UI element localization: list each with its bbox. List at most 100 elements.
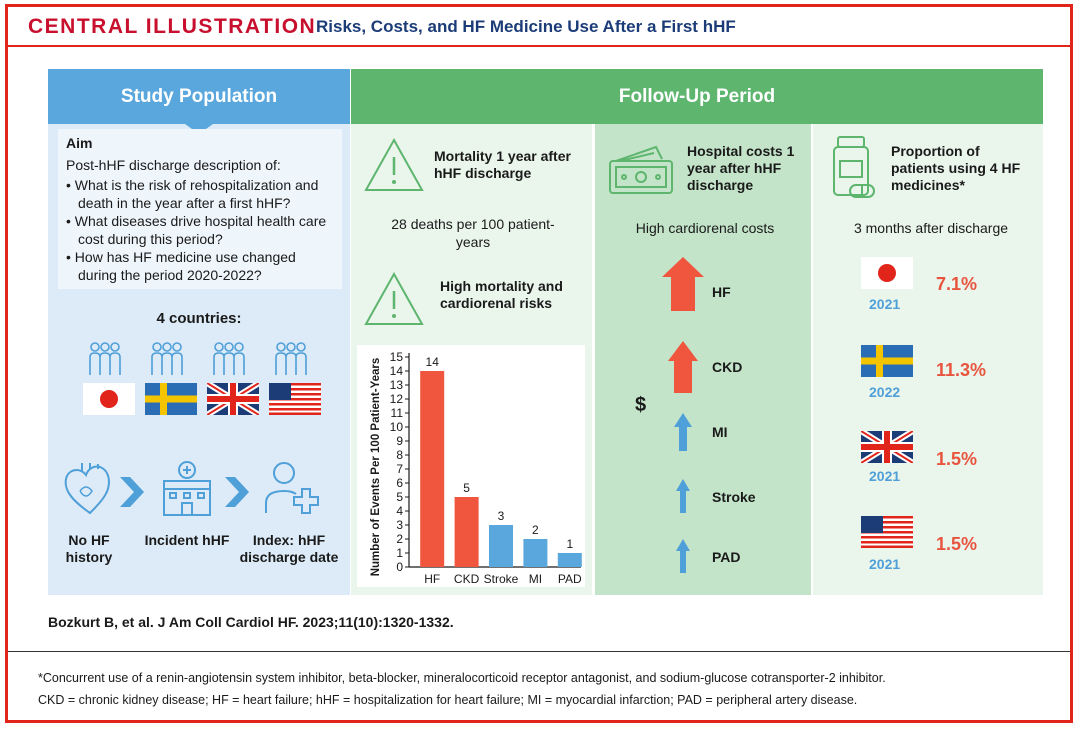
- med-year-uk: 2021: [869, 468, 901, 484]
- y-tick-label: 3: [396, 518, 403, 532]
- y-tick-label: 2: [396, 532, 403, 546]
- warning-icon: [364, 137, 424, 191]
- x-tick-label: PAD: [558, 572, 582, 586]
- bar: [420, 371, 445, 567]
- people-icon: [213, 342, 245, 375]
- illustration-frame: CENTRAL ILLUSTRATION Risks, Costs, and H…: [5, 4, 1073, 723]
- japan-flag-icon: [861, 257, 913, 289]
- costs-column: [595, 124, 811, 595]
- heart-icon: [64, 463, 110, 515]
- aim-title: Aim: [66, 135, 93, 151]
- people-icon: [275, 342, 307, 375]
- y-tick-label: 10: [390, 420, 404, 434]
- ckd-arrow-icon: [668, 341, 698, 393]
- footnote-abbreviations: CKD = chronic kidney disease; HF = heart…: [38, 693, 858, 707]
- follow-up-band: Follow-Up Period: [351, 69, 1043, 124]
- bar: [523, 539, 548, 567]
- y-tick-label: 0: [396, 560, 403, 574]
- citation: Bozkurt B, et al. J Am Coll Cardiol HF. …: [48, 614, 454, 630]
- bar: [454, 497, 479, 567]
- med-year-usa: 2021: [869, 556, 901, 572]
- bar-value-label: 1: [566, 537, 573, 551]
- cost-item-ckd: CKD: [712, 359, 743, 375]
- mortality-value: 28 deaths per 100 patient-years: [391, 216, 555, 250]
- x-tick-label: Stroke: [484, 572, 519, 586]
- uk-flag-icon: [207, 383, 259, 415]
- footnote-asterisk: *Concurrent use of a renin-angiotensin s…: [38, 671, 886, 685]
- medicines-column: [813, 124, 1043, 595]
- y-tick-label: 9: [396, 434, 403, 448]
- japan-flag-icon: [83, 383, 135, 415]
- header: CENTRAL ILLUSTRATION Risks, Costs, and H…: [8, 7, 1070, 47]
- money-icon: [609, 145, 673, 194]
- aim-intro: Post-hHF discharge description of:: [66, 157, 281, 173]
- cost-item-pad: PAD: [712, 549, 741, 565]
- medicines-heading: Proportion of patients using 4 HF medici…: [891, 143, 1021, 193]
- study-population-title: Study Population: [120, 85, 278, 107]
- events-bar-chart: Number of Events Per 100 Patient-Years 0…: [357, 345, 585, 587]
- aim-item: What diseases drive hospital health care…: [66, 212, 338, 248]
- mortality-heading: Mortality 1 year after hHF discharge: [434, 148, 571, 181]
- y-tick-label: 5: [396, 490, 403, 504]
- step-no-hf-history: No HF history: [65, 532, 113, 565]
- costs-heading: Hospital costs 1 year after hHF discharg…: [687, 143, 795, 193]
- med-pct-japan: 7.1%: [936, 274, 978, 294]
- aim-list: What is the risk of rehospitalization an…: [66, 176, 338, 284]
- y-tick-label: 11: [391, 406, 404, 420]
- y-tick-label: 14: [390, 364, 404, 378]
- y-tick-label: 8: [396, 448, 403, 462]
- illustration-title: Risks, Costs, and HF Medicine Use After …: [316, 17, 736, 36]
- med-pct-usa: 1.5%: [936, 534, 978, 554]
- cost-dollar-sign: $: [635, 394, 647, 416]
- medicines-subheading: 3 months after discharge: [853, 220, 1009, 236]
- cost-item-mi: MI: [712, 424, 728, 440]
- hf-arrow-icon: [662, 257, 704, 311]
- hospital-icon: [163, 461, 211, 516]
- sweden-flag-icon: [145, 383, 197, 415]
- countries-label: 4 countries:: [156, 310, 242, 327]
- pad-arrow-icon: [676, 539, 690, 573]
- usa-flag-icon: [269, 383, 321, 415]
- y-tick-label: 4: [396, 504, 403, 518]
- bar: [489, 525, 513, 567]
- y-tick-label: 6: [396, 476, 403, 490]
- cost-item-stroke: Stroke: [712, 489, 756, 505]
- stroke-arrow-icon: [676, 479, 690, 513]
- aim-item: What is the risk of rehospitalization an…: [66, 176, 338, 212]
- study-population-band: Study Population: [48, 69, 350, 124]
- x-tick-label: MI: [529, 572, 542, 586]
- med-year-sweden: 2022: [869, 384, 901, 400]
- bar-value-label: 5: [463, 481, 470, 495]
- y-tick-label: 15: [390, 350, 404, 364]
- bar-value-label: 14: [426, 355, 440, 369]
- y-tick-label: 7: [396, 462, 403, 476]
- sweden-flag-icon: [861, 345, 913, 377]
- people-icons: [89, 342, 307, 375]
- people-icon: [89, 342, 121, 375]
- med-year-japan: 2021: [869, 296, 901, 312]
- x-tick-label: CKD: [454, 572, 480, 586]
- step-index-date: Index: hHF discharge date: [239, 532, 339, 565]
- y-tick-label: 12: [390, 392, 404, 406]
- costs-subheading: High cardiorenal costs: [635, 220, 775, 236]
- chevron-right-icon: [225, 477, 249, 507]
- patient-discharge-icon: [265, 462, 319, 514]
- divider: [8, 651, 1070, 652]
- cost-item-hf: HF: [712, 284, 731, 300]
- step-incident-hhf: Incident hHF: [144, 532, 230, 548]
- aim-item: How has HF medicine use changed during t…: [66, 248, 338, 284]
- cost-arrows: [662, 257, 704, 573]
- people-icon: [151, 342, 183, 375]
- bar-value-label: 3: [498, 509, 505, 523]
- central-illustration-label: CENTRAL ILLUSTRATION: [28, 15, 317, 38]
- chevron-right-icon: [120, 477, 144, 507]
- y-tick-label: 1: [396, 546, 403, 560]
- med-pct-sweden: 11.3%: [936, 360, 987, 380]
- med-pct-uk: 1.5%: [936, 449, 978, 469]
- usa-flag-icon: [861, 516, 913, 548]
- bar: [557, 553, 582, 567]
- medicine-bottle-icon: [833, 136, 875, 198]
- mi-arrow-icon: [674, 413, 692, 451]
- bar-value-label: 2: [532, 523, 539, 537]
- risk-heading: High mortality and cardiorenal risks: [440, 278, 563, 311]
